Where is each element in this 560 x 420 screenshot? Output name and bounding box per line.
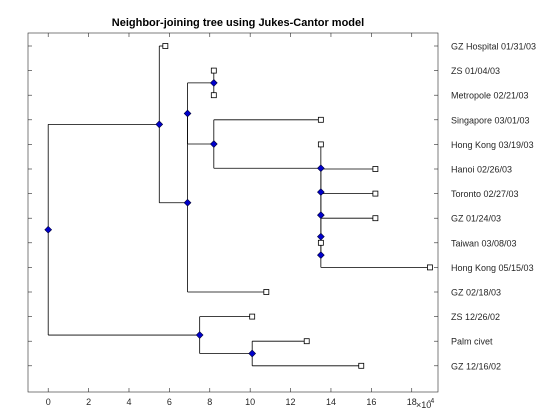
leaf-node-marker <box>317 141 324 148</box>
leaf-label: Toronto 02/27/03 <box>451 189 519 199</box>
internal-node-marker <box>209 140 218 148</box>
internal-node-marker <box>317 232 325 241</box>
leaf-node-marker <box>263 289 270 295</box>
leaf-node-marker <box>372 215 379 222</box>
internal-node-marker <box>209 79 218 87</box>
tree-branches <box>47 45 430 367</box>
x-tick-label: 10 <box>245 397 255 407</box>
x-exponent-base: ×10 <box>416 400 431 410</box>
leaf-label: GZ 02/18/03 <box>451 288 501 298</box>
leaf-node-marker <box>358 362 365 369</box>
plot-box <box>27 32 439 393</box>
leaf-label: ZS 01/04/03 <box>451 66 500 76</box>
internal-node-marker <box>195 331 204 339</box>
internal-node-marker <box>317 251 325 259</box>
x-tick-label: 12 <box>286 397 296 407</box>
leaf-node-marker <box>210 92 217 99</box>
x-tick-label: 2 <box>86 397 91 407</box>
internal-node-marker <box>44 225 53 234</box>
leaf-labels: GZ Hospital 01/31/03 ZS 01/04/03 Metropole… <box>451 42 536 372</box>
internal-node-marker <box>248 349 257 358</box>
x-tick-label: 6 <box>167 397 172 407</box>
leaf-node-marker <box>427 264 433 271</box>
internal-node-marker <box>317 211 325 219</box>
leaf-node-marker <box>317 116 324 123</box>
leaf-label: Hanoi 02/26/03 <box>451 165 512 175</box>
leaf-node-marker <box>317 239 324 246</box>
x-tick-label: 4 <box>126 397 131 407</box>
leaf-label: ZS 12/26/02 <box>451 312 500 322</box>
x-tick-labels: 0 2 4 6 8 10 12 14 16 18 <box>46 397 417 407</box>
x-exponent-power: -4 <box>428 398 434 405</box>
leaf-node-marker <box>249 313 256 320</box>
leaf-label: GZ Hospital 01/31/03 <box>451 42 536 52</box>
internal-node-marker <box>155 120 164 129</box>
x-tick-label: 8 <box>207 397 212 407</box>
internal-node-marker <box>317 188 325 196</box>
leaf-node-marker <box>303 338 310 345</box>
internal-node-marker <box>183 198 192 207</box>
leaf-label: GZ 01/24/03 <box>451 214 501 224</box>
chart-title: Neighbor-joining tree using Jukes-Cantor… <box>112 17 364 29</box>
leaf-label: Taiwan 03/08/03 <box>451 238 517 248</box>
x-tick-label: 16 <box>366 397 376 407</box>
leaf-label: Palm civet <box>451 337 493 347</box>
leaf-label: Hong Kong 03/19/03 <box>451 140 534 150</box>
leaf-label: Singapore 03/01/03 <box>451 115 530 125</box>
leaf-label: Hong Kong 05/15/03 <box>451 263 534 273</box>
tree-nodes <box>44 43 433 369</box>
x-tick-label: 0 <box>46 397 51 407</box>
leaf-node-marker <box>162 43 169 49</box>
leaf-label: GZ 12/16/02 <box>451 361 501 371</box>
plot-axes <box>27 32 439 393</box>
x-tick-label: 14 <box>326 397 336 407</box>
leaf-node-marker <box>372 166 379 172</box>
leaf-label: Metropole 02/21/03 <box>451 91 529 101</box>
internal-node-marker <box>317 164 325 173</box>
leaf-node-marker <box>372 190 379 197</box>
x-tick-label: 18 <box>407 397 417 407</box>
internal-node-marker <box>183 109 192 118</box>
leaf-node-marker <box>210 67 217 74</box>
